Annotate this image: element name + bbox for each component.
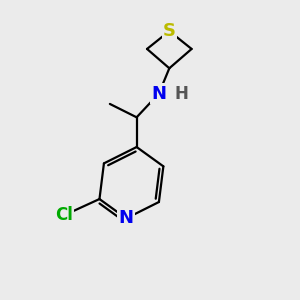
- Text: H: H: [174, 85, 188, 103]
- Text: N: N: [119, 209, 134, 227]
- Text: N: N: [152, 85, 166, 103]
- Text: S: S: [163, 22, 176, 40]
- Text: Cl: Cl: [55, 206, 73, 224]
